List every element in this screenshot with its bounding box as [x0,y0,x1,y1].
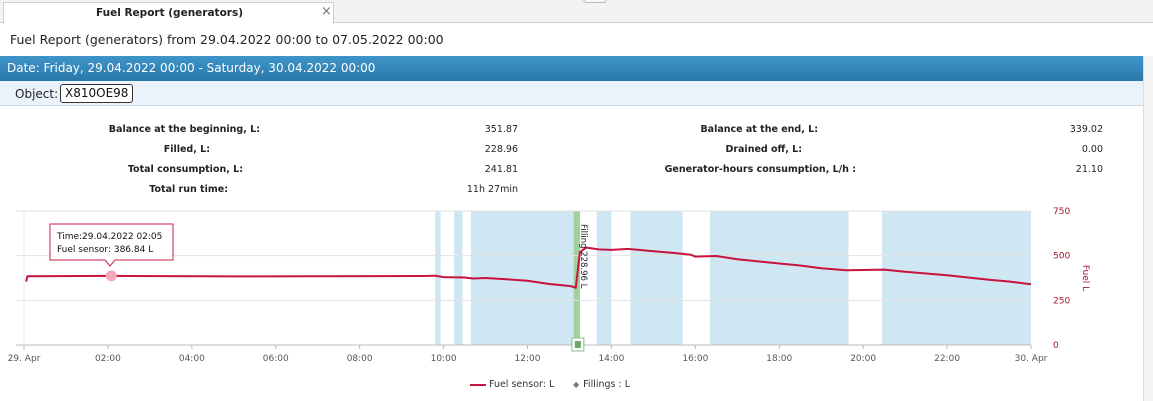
runtime-band [630,211,683,345]
highlight-point [105,270,117,282]
balance-end-value: 339.02 [1069,124,1103,135]
object-label: Object: [15,87,59,101]
x-tick-label: 06:00 [263,354,289,364]
fuel-sensor-line [25,246,1032,289]
tab-strip: Fuel Report (generators) × [0,0,1153,24]
y-tick-label: 750 [1053,207,1070,217]
runtime-band [435,211,441,345]
tooltip-sensor: Fuel sensor: 386.84 L [57,245,153,255]
y-tick-label: 250 [1053,296,1070,306]
filled-value: 228.96 [484,144,518,155]
report-title: Fuel Report (generators) from 29.04.2022… [10,32,444,47]
chart-tooltip: Time:29.04.2022 02:05 Fuel sensor: 386.8… [49,223,174,267]
gen-hours-label: Generator-hours consumption, L/h : [664,164,856,175]
balance-begin-value: 351.87 [484,124,518,135]
close-icon[interactable]: × [321,4,332,19]
runtime-band [596,211,612,345]
diamond-icon: ◆ [573,380,580,389]
total-run-time-value: 11h 27min [466,184,518,195]
x-tick-label: 20:00 [850,354,876,364]
y-tick-label: 0 [1053,341,1059,351]
filling-label: Filling 228.96 L [578,224,588,289]
legend-series[interactable]: Fuel sensor: L [470,379,554,390]
filled-label: Filled, L: [163,144,210,155]
tab-fuel-report[interactable]: Fuel Report (generators) × [3,2,334,24]
gen-hours-value: 21.10 [1075,164,1103,175]
x-tick-label: 22:00 [934,354,960,364]
balance-end-label: Balance at the end, L: [700,124,818,135]
legend-fillings-label: Fillings : L [583,379,631,390]
x-tick-label: 04:00 [179,354,205,364]
x-tick-label: 29. Apr [8,354,41,364]
runtime-band [710,211,849,345]
x-tick-label: 14:00 [598,354,624,364]
tab-title: Fuel Report (generators) [95,7,244,19]
filling-marker-icon [571,337,585,352]
total-consumption-label: Total consumption, L: [127,164,243,175]
object-value[interactable]: X810OE98 [60,84,134,103]
x-tick-label: 10:00 [431,354,457,364]
x-tick-label: 16:00 [682,354,708,364]
drained-label: Drained off, L: [725,144,802,155]
x-tick-label: 30. Apr [1015,354,1048,364]
fuel-pump-icon [574,341,581,348]
legend-line-swatch [470,383,486,386]
x-tick-label: 18:00 [766,354,792,364]
x-tick-label: 08:00 [347,354,373,364]
legend-series-label: Fuel sensor: L [489,379,555,390]
date-header-text: Date: Friday, 29.04.2022 00:00 - Saturda… [7,61,376,75]
drained-value: 0.00 [1081,144,1103,155]
runtime-band [882,211,1031,345]
y-axis-title: Fuel L [1080,265,1090,291]
x-tick-label: 02:00 [95,354,121,364]
object-bar: Object: X810OE98 [0,81,1143,106]
y-tick-label: 500 [1053,252,1070,262]
total-consumption-value: 241.81 [484,164,518,175]
total-run-time-label: Total run time: [149,184,228,195]
x-tick-label: 12:00 [515,354,541,364]
balance-begin-label: Balance at the beginning, L: [108,124,260,135]
vertical-scrollbar[interactable] [1143,56,1153,401]
date-header-bar[interactable]: Date: Friday, 29.04.2022 00:00 - Saturda… [0,56,1143,81]
legend-fillings[interactable]: ◆ Fillings : L [573,379,630,390]
tooltip-time: Time:29.04.2022 02:05 [56,232,162,242]
